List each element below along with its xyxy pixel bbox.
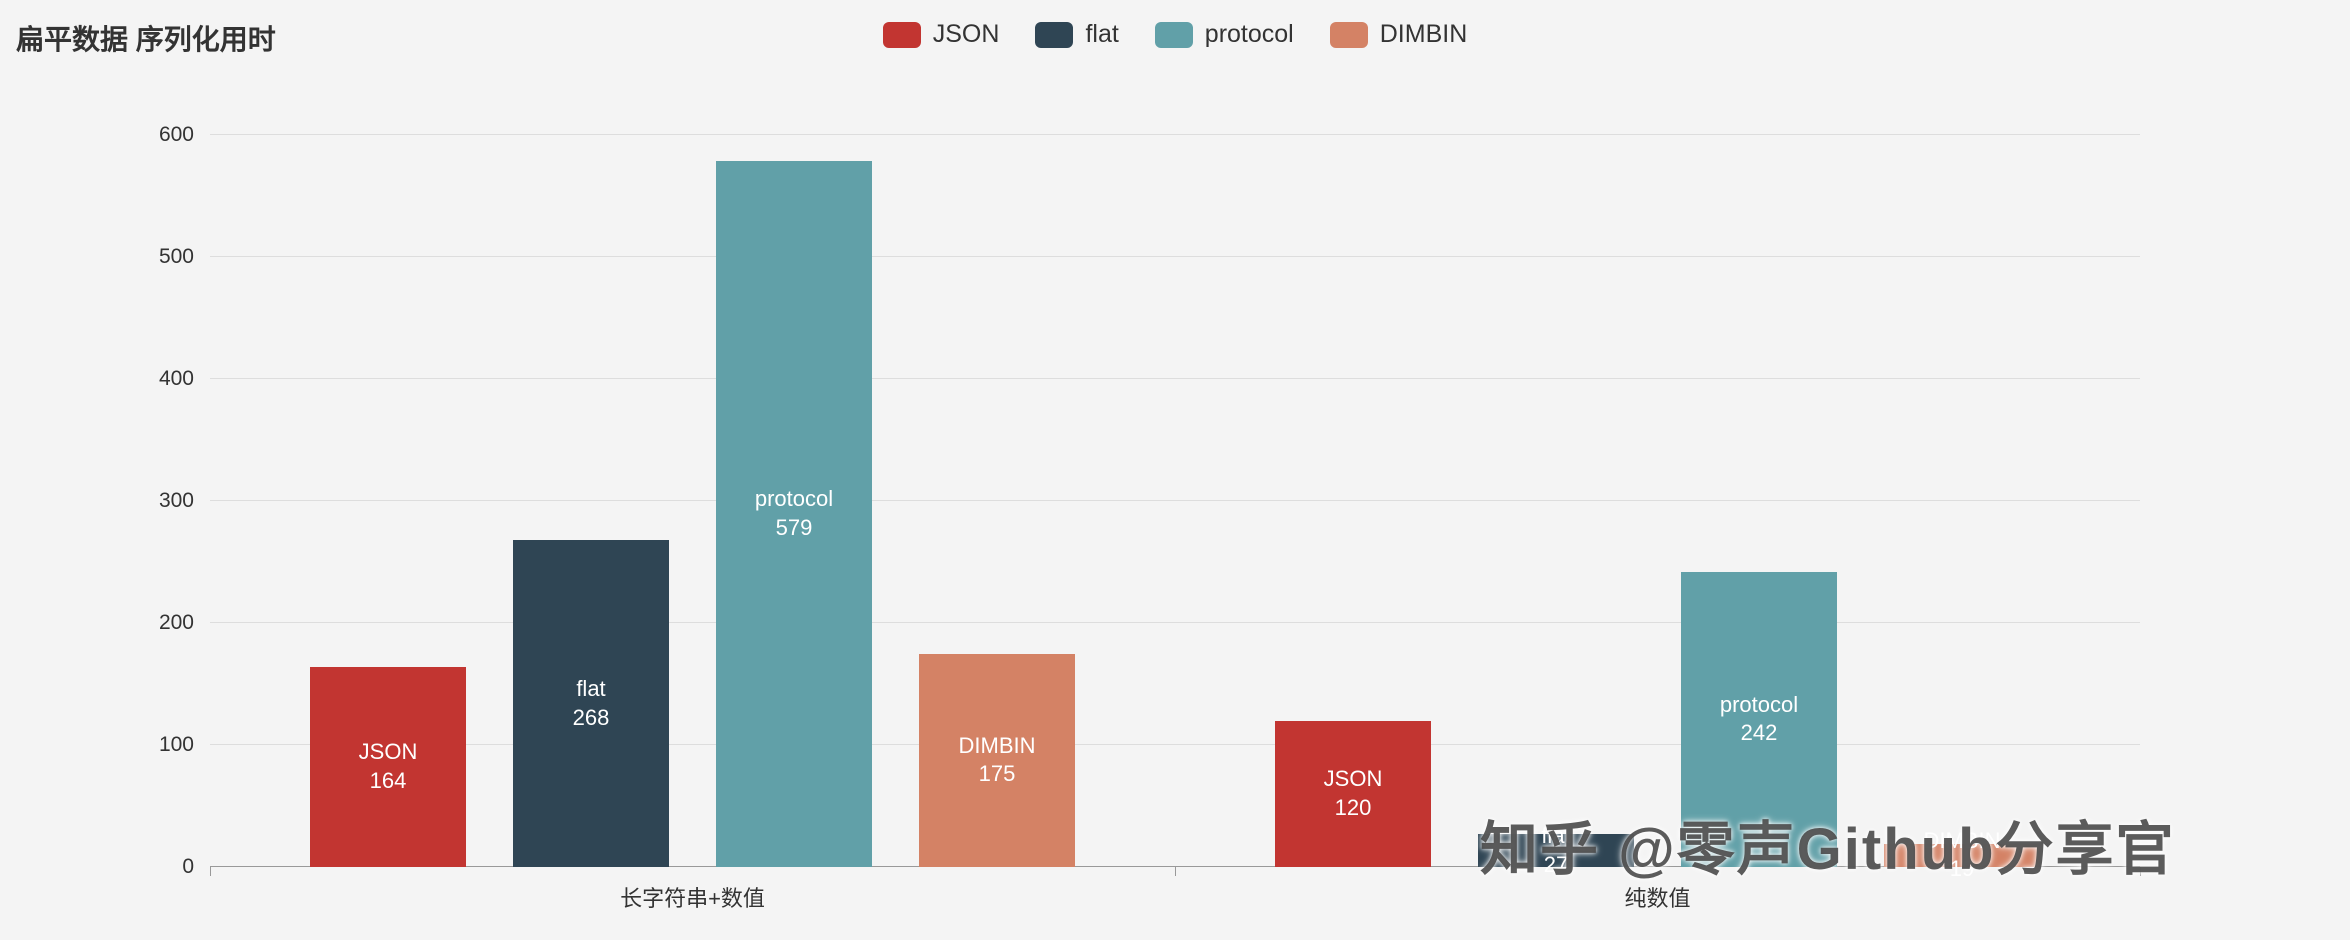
x-axis-tick: [1175, 867, 1176, 876]
bar-label-series: DIMBIN: [958, 732, 1036, 758]
bar-DIMBIN-纯数值[interactable]: DIMBIN 19: [1884, 828, 2040, 881]
legend-item-JSON[interactable]: JSON: [882, 20, 1000, 49]
bar-label-series: DIMBIN: [1923, 827, 2001, 853]
legend-swatch-icon: [1035, 21, 1074, 48]
legend-item-DIMBIN[interactable]: DIMBIN: [1329, 20, 1468, 49]
bar-label-value: 120: [1334, 794, 1372, 820]
bar-protocol-纯数值[interactable]: protocol 242: [1681, 571, 1837, 867]
bar-label-series: protocol: [1719, 691, 1799, 717]
bar-protocol-长字符串+数值[interactable]: protocol 579: [716, 160, 872, 867]
bar-label-value: 242: [1740, 720, 1778, 746]
bar-label-series: JSON: [1323, 766, 1383, 792]
bar-flat-纯数值[interactable]: flat 27: [1478, 823, 1634, 877]
plot-area: 0 100 200 300 400 500 600 JSON 164 flat 268 protoco…: [159, 123, 2141, 911]
bar-JSON-纯数值[interactable]: JSON 120: [1275, 720, 1431, 867]
bar-JSON-长字符串+数值[interactable]: JSON 164: [310, 666, 466, 867]
x-axis-category-label: 长字符串+数值: [620, 886, 765, 911]
legend-item-protocol[interactable]: protocol: [1154, 20, 1294, 49]
y-axis-tick-label: 600: [158, 123, 194, 146]
chart-title: 扁平数据 序列化用时: [16, 24, 276, 55]
bar-DIMBIN-长字符串+数值[interactable]: DIMBIN 175: [919, 653, 1075, 867]
gridline: [210, 378, 2140, 379]
y-axis-tick-label: 200: [158, 611, 194, 634]
legend-item-flat[interactable]: flat: [1035, 20, 1119, 49]
bar-label: JSON 120: [1324, 765, 1383, 822]
gridline: [210, 256, 2140, 257]
y-axis-tick-label: 300: [158, 489, 194, 512]
bar-label: flat 27: [1541, 822, 1570, 879]
x-axis-line: [210, 866, 2140, 867]
bar-label: protocol 579: [755, 485, 833, 542]
legend-swatch-icon: [1329, 21, 1368, 48]
gridline: [210, 744, 2140, 745]
bar-label-value: 27: [1543, 851, 1569, 877]
bar-label-value: 164: [369, 767, 407, 793]
y-axis-tick-label: 400: [158, 367, 194, 390]
bar-label-value: 579: [775, 514, 813, 540]
y-axis-tick-label: 0: [182, 855, 194, 878]
gridline: [210, 134, 2140, 135]
bar-label-series: flat: [1541, 822, 1571, 848]
bar-flat-长字符串+数值[interactable]: flat 268: [513, 540, 669, 867]
legend-label: JSON: [932, 20, 1000, 48]
gridline: [210, 622, 2140, 623]
legend-label: DIMBIN: [1379, 20, 1468, 48]
bar-label-value: 19: [1949, 856, 1975, 882]
y-axis-tick-label: 500: [158, 245, 194, 268]
x-axis-category-label: 纯数值: [1624, 886, 1691, 911]
gridline: [210, 500, 2140, 501]
bar-label: JSON 164: [359, 738, 418, 795]
bar-label: DIMBIN 19: [1924, 827, 2001, 884]
legend-swatch-icon: [882, 21, 921, 48]
legend-label: flat: [1085, 20, 1119, 48]
x-axis-tick: [210, 867, 211, 876]
bar-label-value: 268: [572, 704, 610, 730]
y-axis-tick-label: 100: [158, 733, 194, 756]
bar-label: protocol 242: [1720, 691, 1798, 748]
bar-label: DIMBIN 175: [959, 732, 1036, 789]
legend-swatch-icon: [1154, 21, 1193, 48]
legend: JSON flat protocol DIMBIN: [0, 20, 2350, 49]
bar-label: flat 268: [573, 675, 610, 732]
bar-label-value: 175: [978, 761, 1016, 787]
bar-label-series: protocol: [754, 486, 834, 512]
bar-label-series: flat: [576, 675, 606, 701]
legend-label: protocol: [1204, 20, 1294, 48]
x-axis-tick: [2140, 867, 2141, 876]
bar-label-series: JSON: [358, 739, 418, 765]
